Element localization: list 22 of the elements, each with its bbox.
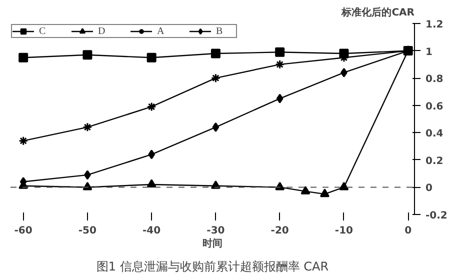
legend-label: C: [39, 25, 47, 37]
y-tick-label: 1: [426, 46, 432, 58]
text: 图1 信息泄漏与收购前累计超额报酬率 CAR: [96, 260, 329, 274]
x-tick-label: -10: [334, 226, 354, 236]
x-tick-label: -50: [78, 226, 97, 236]
y-axis-title: 标准化后的CAR: [340, 6, 415, 18]
legend-label: B: [216, 25, 224, 37]
x-tick-label: -20: [270, 226, 289, 236]
legend-label: A: [157, 25, 166, 37]
y-tick-label: 1.2: [426, 20, 444, 30]
y-tick-label: -0.2: [426, 210, 448, 222]
x-tick-label: -40: [142, 226, 161, 236]
y-tick-label: 0.2: [426, 156, 444, 167]
x-axis-title: 时间: [202, 238, 222, 250]
x-tick-label: -60: [14, 226, 32, 236]
y-tick-label: 0.8: [426, 74, 444, 86]
y-tick-label: 0.4: [426, 128, 444, 140]
y-tick-label: 0.6: [426, 101, 444, 112]
x-tick-label: -30: [206, 226, 225, 236]
y-tick-label: 0: [426, 183, 432, 194]
x-tick-label: 0: [404, 226, 412, 236]
legend-label: D: [98, 25, 106, 37]
